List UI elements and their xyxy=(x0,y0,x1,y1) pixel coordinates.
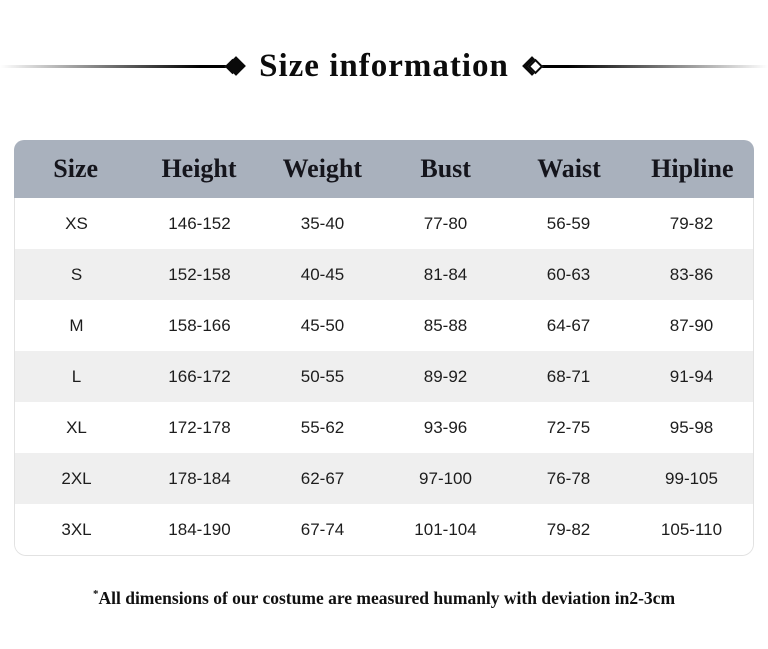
column-header: Weight xyxy=(282,154,363,183)
table-cell: 85-88 xyxy=(423,315,468,335)
table-cell: 184-190 xyxy=(168,519,231,539)
size-cell: 2XL xyxy=(61,468,92,488)
size-cell: L xyxy=(71,366,82,386)
table-cell: 76-78 xyxy=(546,468,591,488)
column-header: Waist xyxy=(537,154,601,183)
table-cell: 35-40 xyxy=(300,213,345,233)
table-cell: 146-152 xyxy=(168,213,231,233)
table-cell: 56-59 xyxy=(546,213,591,233)
table-cell: 178-184 xyxy=(168,468,231,488)
footnote-text: All dimensions of our costume are measur… xyxy=(98,588,676,608)
table-cell: 97-100 xyxy=(419,468,472,488)
diamond-decor-left xyxy=(224,56,247,76)
footnote: *All dimensions of our costume are measu… xyxy=(0,588,768,609)
table-cell: 166-172 xyxy=(168,366,231,386)
table-cell: 81-84 xyxy=(423,264,468,284)
table-cell: 60-63 xyxy=(546,264,591,284)
table-cell: 77-80 xyxy=(423,213,468,233)
table-row: L 166-172 50-55 89-92 68-71 91-94 xyxy=(15,351,753,402)
table-cell: 91-94 xyxy=(669,366,714,386)
table-cell: 64-67 xyxy=(546,315,591,335)
table-cell: 93-96 xyxy=(423,417,468,437)
footnote-marker: * xyxy=(92,588,99,601)
table-cell: 72-75 xyxy=(546,417,591,437)
section-title-row: Size information xyxy=(0,44,768,88)
column-header: Height xyxy=(161,154,237,183)
table-body: XS 146-152 35-40 77-80 56-59 79-82 S 152-158 40-… xyxy=(14,198,754,556)
decor-line-left xyxy=(0,64,228,68)
diamond-decor-right xyxy=(521,56,544,76)
decor-line-right xyxy=(540,64,768,68)
column-header: Size xyxy=(53,154,99,183)
table-cell: 79-82 xyxy=(669,213,714,233)
table-cell: 105-110 xyxy=(660,519,723,539)
table-header-row: Size Height Weight Bust Waist Hipline xyxy=(14,140,754,198)
table-cell: 87-90 xyxy=(669,315,714,335)
table-cell: 172-178 xyxy=(168,417,231,437)
table-cell: 152-158 xyxy=(168,264,231,284)
size-cell: M xyxy=(69,315,84,335)
page-title: Size information xyxy=(259,47,509,84)
column-header: Hipline xyxy=(651,154,734,183)
table-cell: 83-86 xyxy=(669,264,714,284)
table-cell: 99-105 xyxy=(665,468,718,488)
size-cell: 3XL xyxy=(61,519,92,539)
size-cell: XL xyxy=(66,417,87,437)
table-cell: 40-45 xyxy=(300,264,345,284)
table-cell: 79-82 xyxy=(546,519,591,539)
table-cell: 89-92 xyxy=(423,366,468,386)
table-row: 2XL 178-184 62-67 97-100 76-78 99-105 xyxy=(15,453,753,504)
table-cell: 55-62 xyxy=(300,417,345,437)
table-row: XS 146-152 35-40 77-80 56-59 79-82 xyxy=(15,198,753,249)
solid-diamond-icon xyxy=(226,56,247,76)
table-row: M 158-166 45-50 85-88 64-67 87-90 xyxy=(15,300,753,351)
table-row: XL 172-178 55-62 93-96 72-75 95-98 xyxy=(15,402,753,453)
table-cell: 101-104 xyxy=(414,519,477,539)
table-cell: 45-50 xyxy=(300,315,345,335)
table-cell: 67-74 xyxy=(300,519,345,539)
table-row: S 152-158 40-45 81-84 60-63 83-86 xyxy=(15,249,753,300)
table-cell: 158-166 xyxy=(168,315,231,335)
size-cell: S xyxy=(70,264,83,284)
table-cell: 62-67 xyxy=(300,468,345,488)
table-cell: 50-55 xyxy=(300,366,345,386)
column-header: Bust xyxy=(420,154,471,183)
table-row: 3XL 184-190 67-74 101-104 79-82 105-110 xyxy=(15,504,753,555)
table-cell: 68-71 xyxy=(546,366,591,386)
size-cell: XS xyxy=(65,213,88,233)
size-table: Size Height Weight Bust Waist Hipline XS 146-1… xyxy=(14,140,754,556)
table-cell: 95-98 xyxy=(669,417,714,437)
